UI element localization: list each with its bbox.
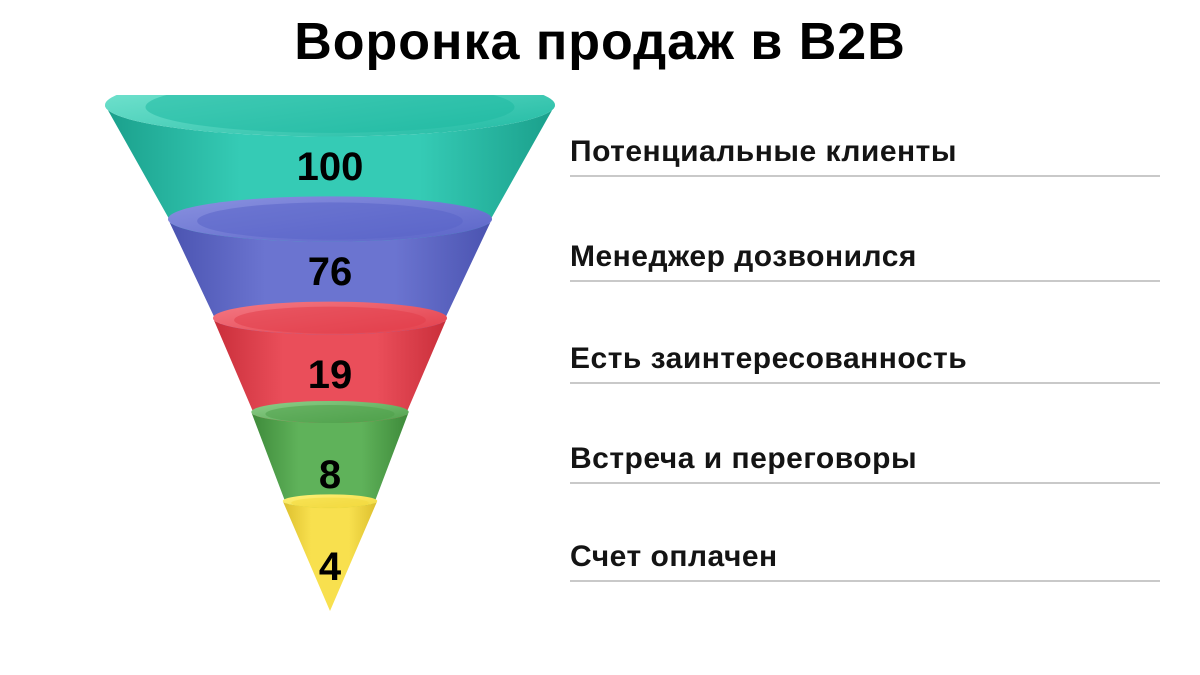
stage-underline-0	[570, 175, 1160, 177]
stage-underline-3	[570, 482, 1160, 484]
page-title: Воронка продаж в B2B	[0, 12, 1200, 72]
stage-label-row-0: Потенциальные клиенты	[570, 135, 1160, 177]
funnel-value-3: 8	[270, 453, 390, 498]
stage-label-4: Счет оплачен	[570, 540, 1160, 580]
stage-underline-1	[570, 280, 1160, 282]
funnel-chart: 100 76 19 8 4	[105, 95, 555, 655]
stage-label-0: Потенциальные клиенты	[570, 135, 1160, 175]
funnel-value-1: 76	[270, 250, 390, 295]
funnel-value-4: 4	[270, 545, 390, 590]
stage-underline-2	[570, 382, 1160, 384]
infographic-container: Воронка продаж в B2B 100 76 19 8 4 Потенциал…	[0, 0, 1200, 675]
stage-label-2: Есть заинтересованность	[570, 342, 1160, 382]
stage-label-row-4: Счет оплачен	[570, 540, 1160, 582]
stage-label-row-2: Есть заинтересованность	[570, 342, 1160, 384]
stage-label-3: Встреча и переговоры	[570, 442, 1160, 482]
funnel-value-2: 19	[270, 353, 390, 398]
stage-underline-4	[570, 580, 1160, 582]
stage-label-row-3: Встреча и переговоры	[570, 442, 1160, 484]
stage-label-row-1: Менеджер дозвонился	[570, 240, 1160, 282]
stage-label-1: Менеджер дозвонился	[570, 240, 1160, 280]
funnel-value-0: 100	[270, 145, 390, 190]
stage-labels: Потенциальные клиенты Менеджер дозвонился…	[570, 95, 1170, 655]
